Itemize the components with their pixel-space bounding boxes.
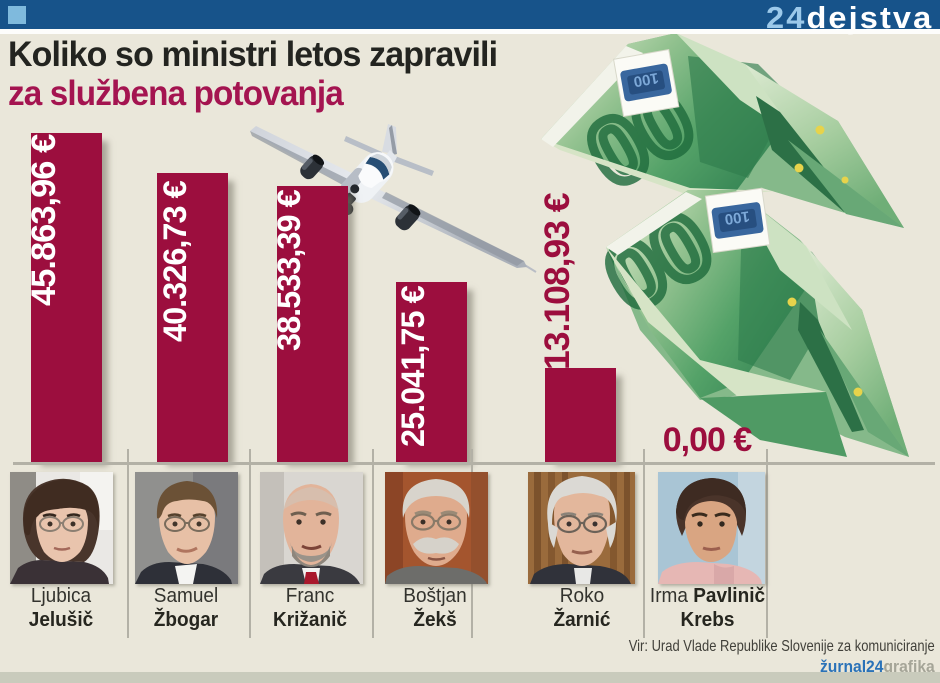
svg-text:100: 100 xyxy=(632,69,660,90)
svg-text:100: 100 xyxy=(724,207,751,227)
